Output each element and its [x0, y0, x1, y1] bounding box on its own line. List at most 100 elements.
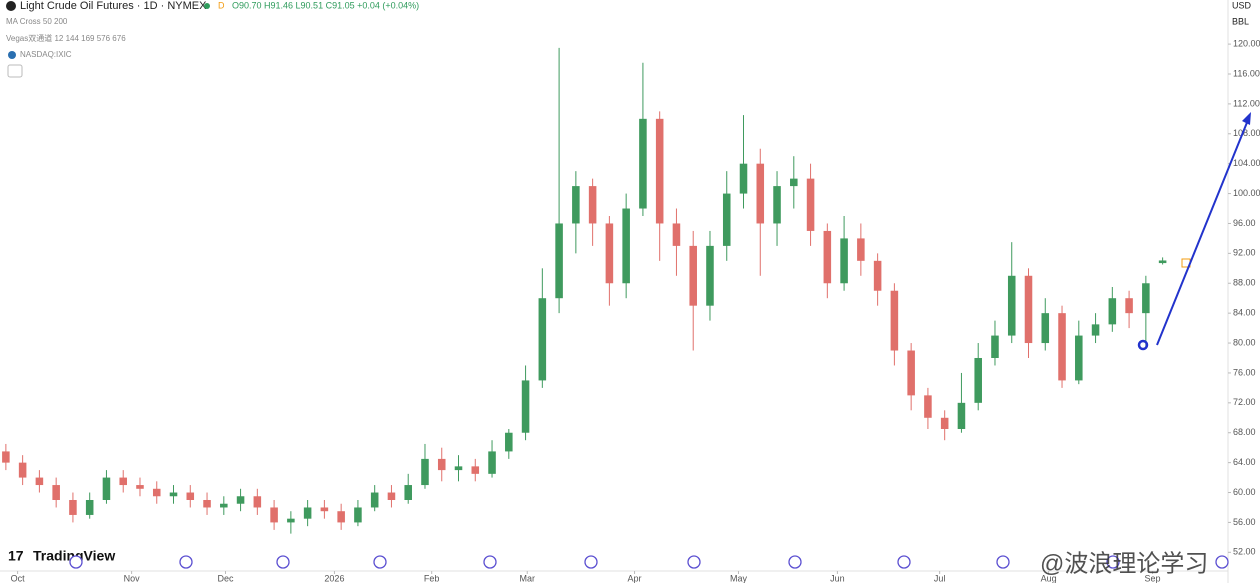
candle-body	[538, 298, 547, 381]
event-icon	[373, 555, 387, 569]
candle-body	[1108, 298, 1117, 325]
y-tick-label: 72.00	[1233, 397, 1256, 407]
symbol-icon	[6, 1, 16, 11]
event-icon	[276, 555, 290, 569]
y-tick-label: 76.00	[1233, 367, 1256, 377]
candle-body	[421, 458, 429, 486]
annotation-arrowhead	[1242, 112, 1251, 125]
candle-body	[220, 503, 228, 508]
candle-body	[152, 488, 161, 497]
unit[interactable]: BBL	[1232, 16, 1249, 26]
event-icon	[179, 555, 193, 569]
candle-body	[136, 485, 144, 489]
event-icon	[687, 555, 701, 569]
candle-body	[102, 477, 111, 500]
candle-body	[119, 477, 127, 486]
y-tick-label: 52.00	[1233, 547, 1256, 557]
candle-body	[505, 432, 513, 452]
indicator-icon	[8, 51, 16, 59]
y-tick-label: 88.00	[1233, 278, 1256, 288]
candle-body	[320, 507, 329, 512]
candle-body	[337, 511, 345, 523]
y-tick-label: 96.00	[1233, 218, 1256, 228]
event-icon	[996, 555, 1010, 569]
candle-body	[236, 496, 245, 504]
candle-body	[572, 186, 580, 224]
candle-body	[974, 357, 982, 403]
y-tick-label: 108.00	[1233, 128, 1260, 138]
candle-body	[940, 417, 949, 429]
candle-body	[823, 230, 832, 284]
candle-body	[555, 223, 563, 299]
candle-body	[203, 499, 211, 508]
x-tick-label: Nov	[124, 573, 141, 583]
candle-body	[689, 245, 697, 306]
brand-logo: 17	[8, 548, 24, 564]
candle-body	[991, 335, 999, 358]
indicator: Vegas双通道 12 144 169 576 676	[6, 33, 126, 43]
x-tick-label: Aug	[1041, 573, 1057, 583]
candle-body	[1158, 260, 1167, 264]
candle-body	[1007, 275, 1016, 336]
candle-body	[655, 118, 664, 224]
candle-body	[287, 518, 295, 523]
event-markers	[69, 555, 1229, 569]
y-tick-label: 84.00	[1233, 308, 1256, 318]
y-tick-label: 112.00	[1233, 98, 1260, 108]
y-tick-label: 80.00	[1233, 337, 1256, 347]
x-tick-label: Apr	[628, 573, 642, 583]
candle-body	[35, 477, 44, 486]
y-tick-label: 64.00	[1233, 457, 1256, 467]
candle-body	[370, 492, 379, 508]
candle-body	[722, 193, 731, 246]
x-tick-label: Jun	[830, 573, 845, 583]
candle-body	[253, 496, 262, 508]
candle-body	[488, 451, 496, 474]
candle-body	[186, 492, 195, 500]
status-dot	[204, 3, 210, 9]
indicator: NASDAQ:IXIC	[20, 50, 72, 59]
candle-body	[2, 451, 10, 463]
event-icon	[584, 555, 598, 569]
event-icon	[483, 555, 497, 569]
candle-body	[18, 462, 27, 478]
candle-body	[957, 402, 966, 429]
candle-body	[1075, 335, 1083, 381]
candle-body	[387, 492, 396, 500]
event-icon	[897, 555, 911, 569]
candle-body	[890, 290, 899, 351]
candle-body	[639, 118, 647, 209]
candle-body	[706, 245, 714, 306]
collapse-button[interactable]	[7, 64, 23, 78]
x-tick-label: Feb	[424, 573, 440, 583]
y-tick-label: 116.00	[1233, 68, 1260, 78]
candle-body	[52, 485, 60, 500]
candle-body	[1091, 324, 1100, 336]
candle-body	[169, 492, 178, 497]
event-icon	[1106, 555, 1120, 569]
y-tick-label: 56.00	[1233, 517, 1256, 527]
watermark: @波浪理论学习	[1040, 550, 1208, 577]
x-tick-label: May	[730, 573, 748, 583]
event-icon	[69, 555, 83, 569]
x-tick-label: Mar	[519, 573, 535, 583]
badge: D	[218, 0, 225, 10]
annotation-circle	[1137, 339, 1149, 351]
y-tick-label: 92.00	[1233, 248, 1256, 258]
candle-body	[521, 380, 530, 433]
candle-body	[69, 499, 77, 515]
candle-body	[622, 208, 630, 284]
currency[interactable]: USD	[1232, 0, 1252, 10]
x-tick-label: Oct	[11, 573, 26, 583]
candle-body	[404, 485, 412, 500]
x-tick-label: 2026	[324, 573, 344, 583]
candle-body	[354, 507, 362, 523]
y-tick-label: 100.00	[1233, 188, 1260, 198]
candle-body	[790, 178, 798, 187]
candle-body	[857, 238, 865, 261]
candle-body	[303, 507, 312, 519]
candle-body	[1058, 313, 1066, 381]
candle-body	[270, 507, 278, 523]
